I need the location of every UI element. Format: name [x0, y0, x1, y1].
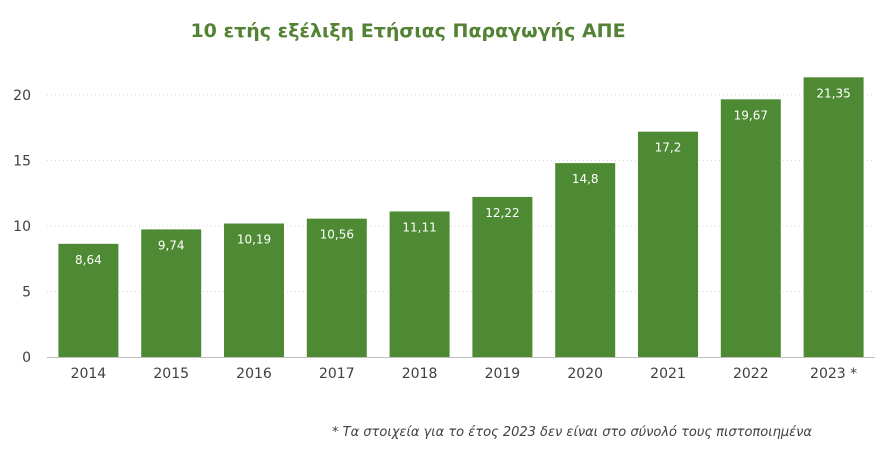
footnote: * Τα στοιχεία για το έτος 2023 δεν είναι…	[332, 425, 812, 440]
x-tick-label: 2020	[567, 366, 603, 382]
data-label: 8,64	[75, 253, 102, 267]
y-tick-label: 20	[13, 88, 31, 104]
data-label: 11,11	[402, 220, 436, 234]
data-label: 19,67	[734, 108, 768, 122]
data-label: 12,22	[485, 206, 519, 220]
y-tick-label: 10	[13, 219, 31, 235]
x-tick-label: 2017	[319, 366, 355, 382]
bar-2016	[224, 223, 284, 357]
bar-2020	[555, 163, 616, 357]
x-axis: 2014 2015 2016 2017 2018 2019 2020 2021 2022 2023…	[47, 357, 875, 382]
data-label: 9,74	[158, 238, 185, 252]
bar-2022	[720, 99, 781, 357]
bar-2023	[803, 77, 864, 357]
x-tick-label: 2018	[402, 366, 438, 382]
x-tick-label: 2016	[236, 366, 272, 382]
data-label: 10,19	[237, 233, 271, 247]
bar-2015	[141, 229, 202, 357]
y-tick-label: 5	[22, 285, 31, 301]
bar-2017	[306, 218, 367, 357]
x-tick-label: 2023 *	[810, 366, 857, 382]
y-axis: 0 5 10 15 20	[13, 88, 31, 366]
data-label: 10,56	[320, 228, 354, 242]
x-tick-label: 2022	[733, 366, 769, 382]
data-label: 17,2	[655, 141, 682, 155]
bar-2014	[58, 243, 119, 357]
x-tick-label: 2019	[485, 366, 521, 382]
bars: 8,64 9,74 10,19 10,56 11,11 12,22 14,8 17,2 19,6…	[58, 77, 864, 357]
y-tick-label: 0	[22, 350, 31, 366]
x-tick-label: 2015	[153, 366, 189, 382]
x-tick-label: 2021	[650, 366, 686, 382]
bar-2019	[472, 196, 533, 357]
data-label: 21,35	[816, 86, 850, 100]
chart-title: 10 ετής εξέλιξη Ετήσιας Παραγωγής ΑΠΕ	[190, 20, 625, 42]
x-tick-label: 2014	[71, 366, 107, 382]
y-tick-label: 15	[13, 154, 31, 170]
bar-2021	[638, 131, 698, 357]
bar-2018	[389, 211, 450, 357]
data-label: 14,8	[572, 172, 599, 186]
